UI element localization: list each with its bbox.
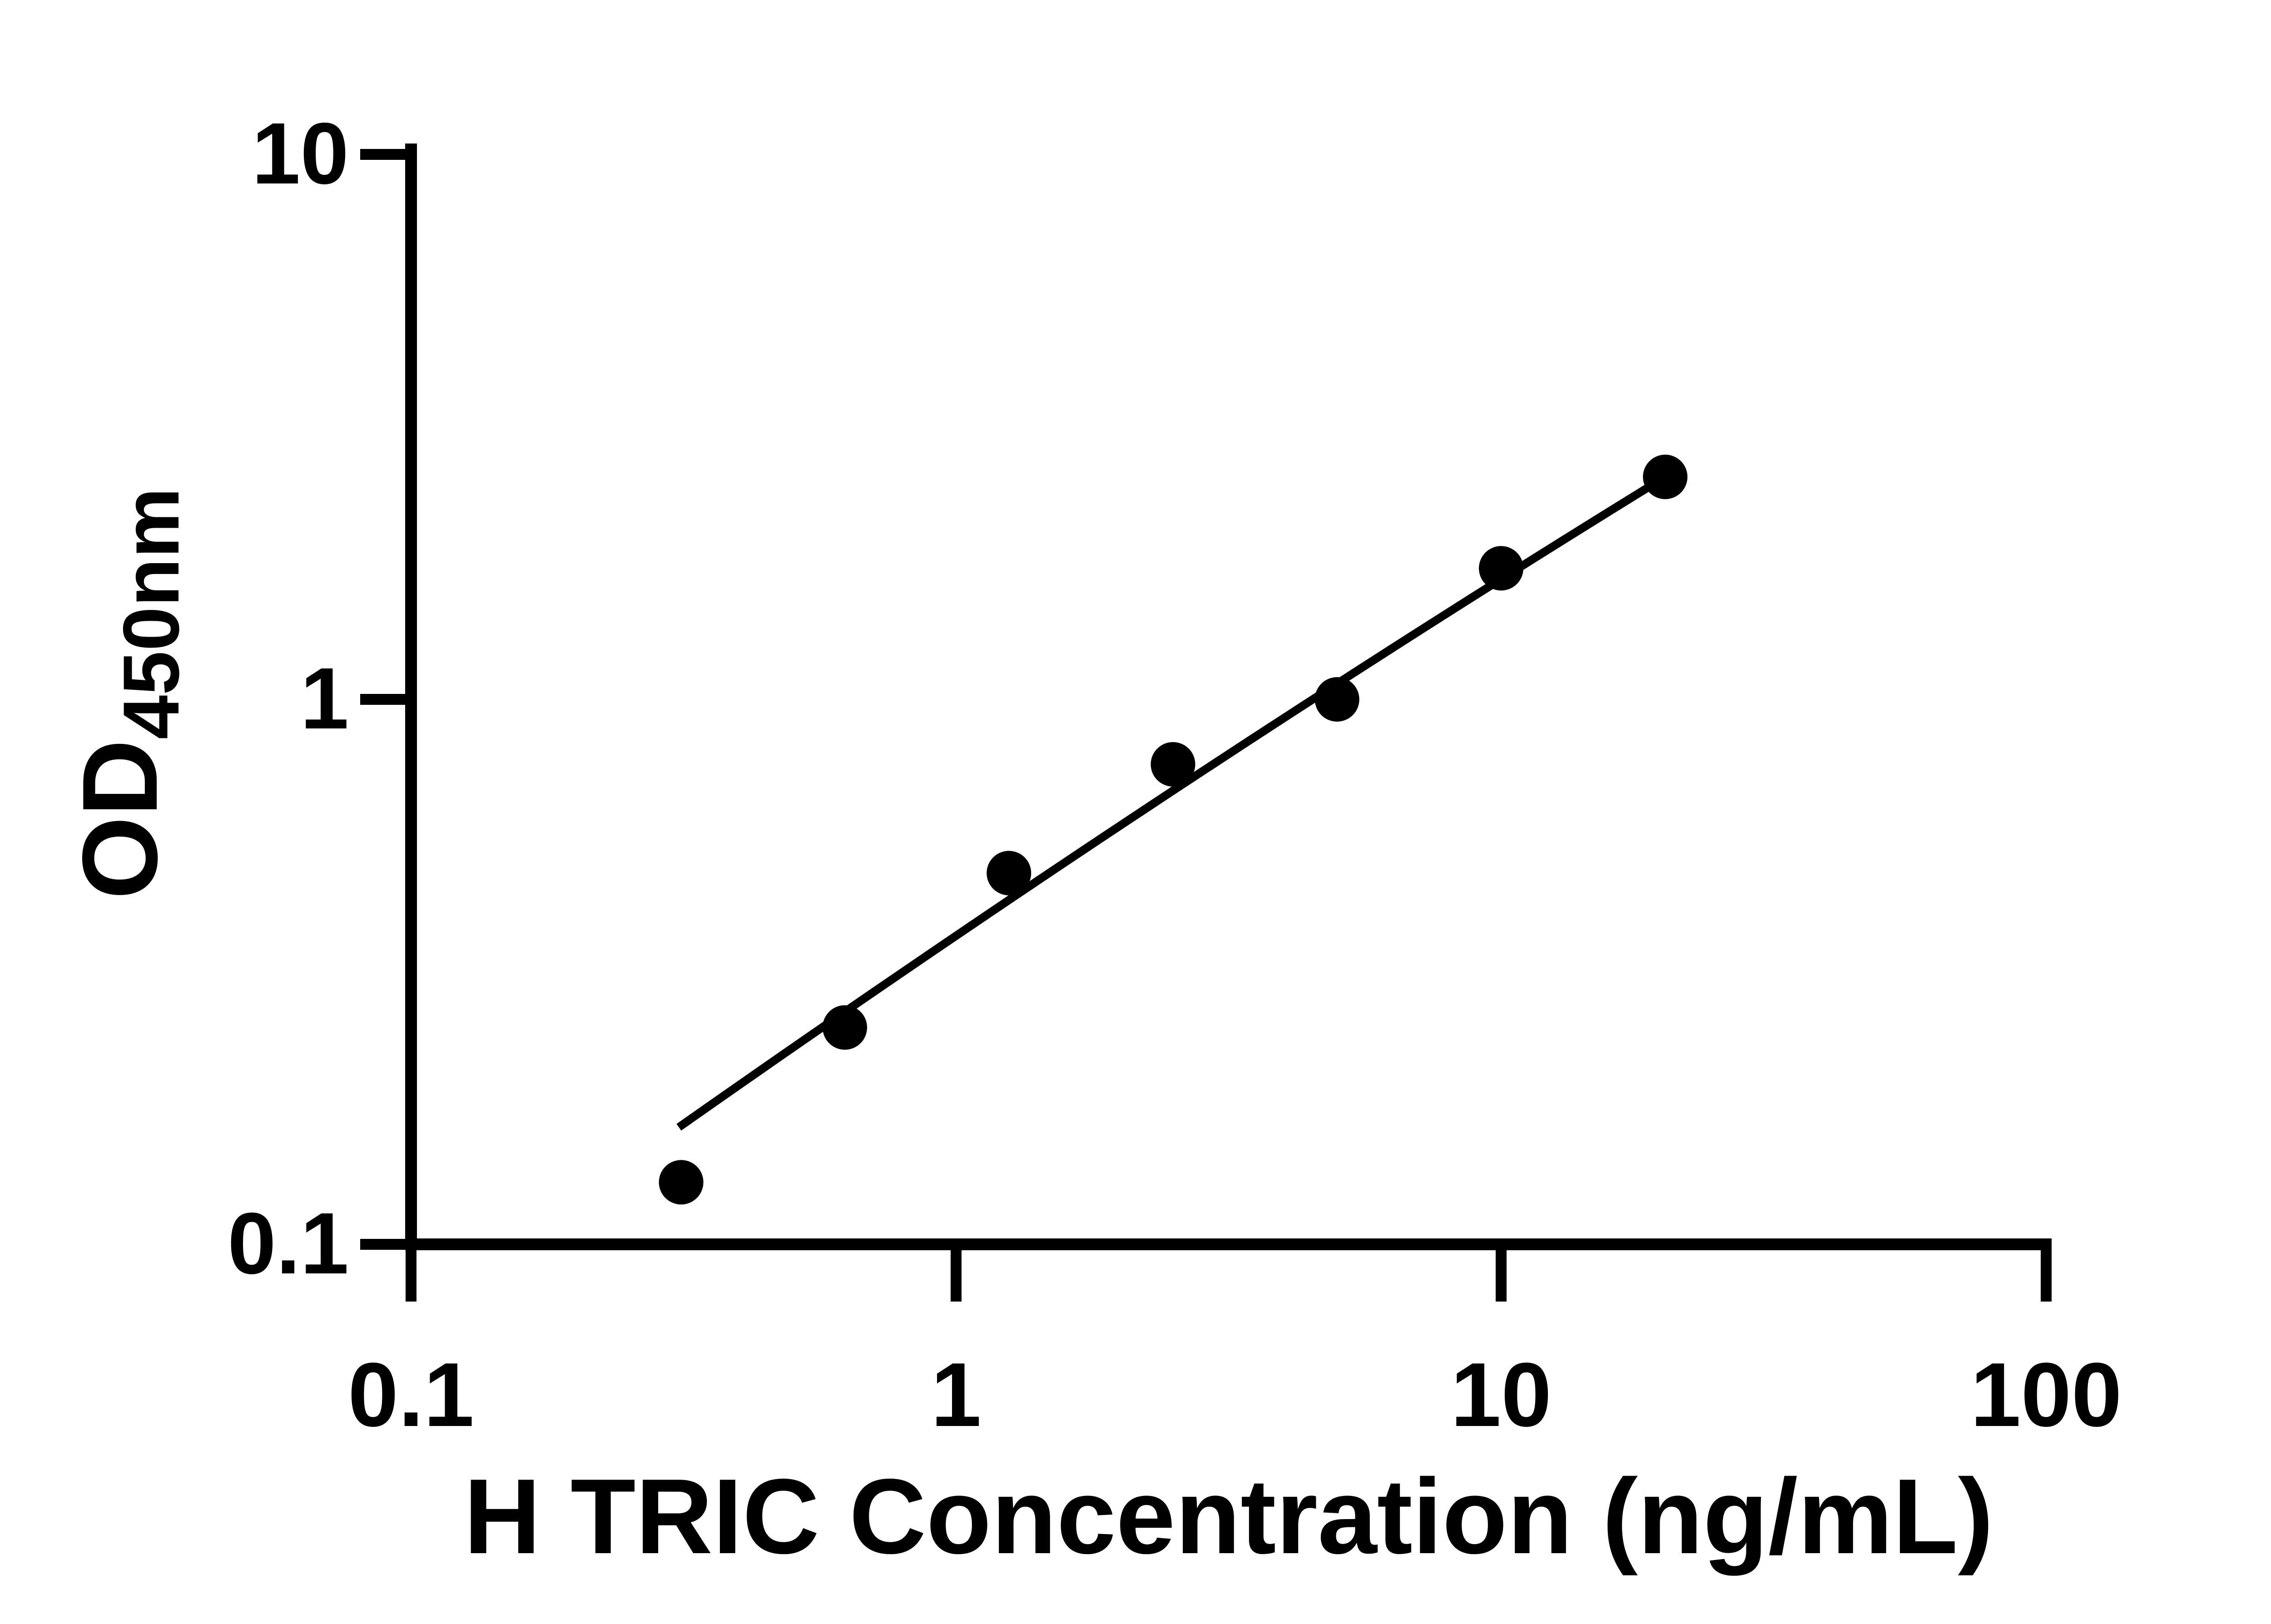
axes-layer bbox=[360, 144, 2052, 1302]
x-tick-label-100: 100 bbox=[1970, 1344, 2122, 1446]
data-point bbox=[1150, 742, 1195, 787]
y-axis-title-subscript: 450nm bbox=[107, 488, 196, 739]
y-tick-label-10: 10 bbox=[252, 104, 349, 202]
x-tick-label-10: 10 bbox=[1451, 1344, 1552, 1446]
y-tick-label-1: 1 bbox=[300, 649, 349, 747]
data-point bbox=[823, 1005, 868, 1050]
data-point bbox=[987, 851, 1031, 896]
data-point bbox=[1314, 677, 1359, 722]
y-tick-label-0.1: 0.1 bbox=[228, 1194, 349, 1292]
x-tick-label-1: 1 bbox=[931, 1344, 981, 1446]
plot-layer bbox=[659, 455, 1688, 1205]
data-point bbox=[1643, 455, 1688, 500]
tick-label-layer: 0.1 1 10 100 0.1 1 10 bbox=[228, 104, 2122, 1446]
data-point bbox=[659, 1160, 704, 1205]
x-tick-label-0.1: 0.1 bbox=[348, 1344, 474, 1446]
y-axis-title-main: OD bbox=[60, 739, 179, 900]
x-axis-title: H TRIC Concentration (ng/mL) bbox=[464, 1456, 1993, 1576]
y-axis-title: OD450nm bbox=[60, 488, 196, 900]
data-point bbox=[1479, 546, 1523, 591]
